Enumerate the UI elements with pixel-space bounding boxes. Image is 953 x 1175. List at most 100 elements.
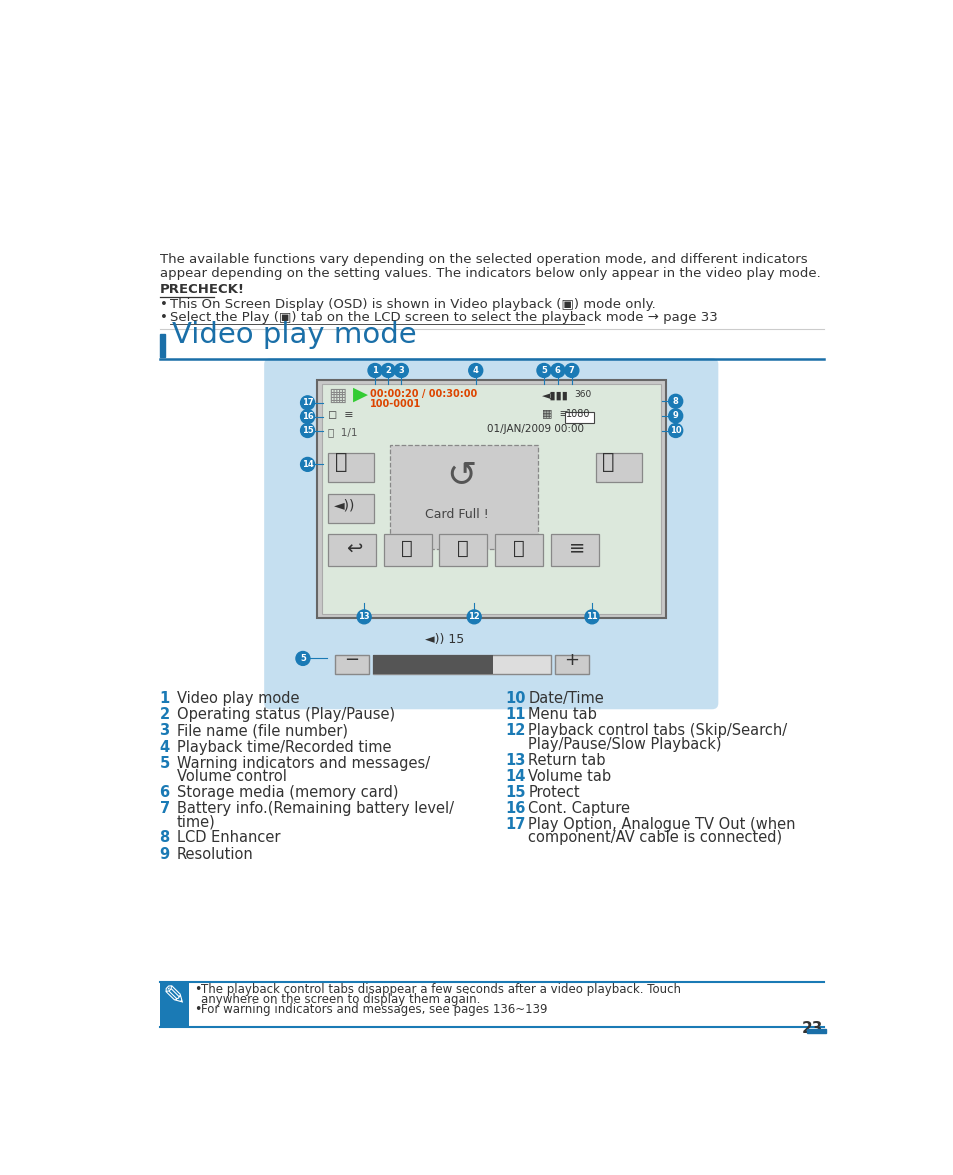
Text: 10: 10: [669, 427, 680, 435]
Text: 1080: 1080: [566, 409, 590, 419]
Text: ≡: ≡: [568, 538, 584, 558]
Text: ◄)): ◄)): [334, 498, 355, 512]
Circle shape: [668, 409, 682, 423]
Text: Protect: Protect: [528, 785, 579, 800]
Text: 16: 16: [505, 801, 525, 817]
Text: Playback time/Recorded time: Playback time/Recorded time: [176, 739, 391, 754]
Text: 5: 5: [299, 654, 306, 663]
Text: Video play mode: Video play mode: [172, 321, 416, 349]
Circle shape: [668, 424, 682, 437]
Text: ⏮: ⏮: [335, 452, 348, 472]
Text: 11: 11: [585, 612, 598, 622]
Text: 6: 6: [159, 785, 170, 800]
Bar: [328, 533, 375, 566]
Bar: [335, 656, 369, 673]
FancyBboxPatch shape: [264, 358, 718, 710]
Circle shape: [468, 363, 482, 377]
Text: ✎: ✎: [162, 983, 186, 1010]
Text: 2: 2: [385, 365, 391, 375]
Text: 13: 13: [505, 753, 525, 767]
Text: Playback control tabs (Skip/Search/: Playback control tabs (Skip/Search/: [528, 724, 787, 738]
Text: Menu tab: Menu tab: [528, 707, 597, 723]
Circle shape: [537, 363, 550, 377]
Text: 5: 5: [159, 756, 170, 771]
Text: ↩: ↩: [345, 538, 361, 558]
Text: •: •: [193, 982, 201, 995]
Text: 14: 14: [301, 459, 314, 469]
Text: Play/Pause/Slow Playback): Play/Pause/Slow Playback): [528, 737, 721, 752]
Text: time): time): [176, 814, 215, 830]
Text: 13: 13: [358, 612, 370, 622]
Text: Storage media (memory card): Storage media (memory card): [176, 785, 397, 800]
Circle shape: [295, 651, 310, 665]
Text: 17: 17: [505, 818, 525, 832]
Text: Resolution: Resolution: [176, 847, 253, 861]
Text: 00:00:20 / 00:30:00: 00:00:20 / 00:30:00: [369, 389, 476, 400]
Bar: [806, 1029, 825, 1033]
Text: 3: 3: [159, 724, 170, 738]
Text: 12: 12: [468, 612, 479, 622]
Text: 7: 7: [568, 365, 574, 375]
Circle shape: [467, 610, 480, 624]
Text: 360: 360: [574, 390, 591, 400]
Text: 5: 5: [540, 365, 546, 375]
Text: ▦: ▦: [328, 387, 346, 405]
Text: Play Option, Analogue TV Out (when: Play Option, Analogue TV Out (when: [528, 818, 795, 832]
Text: anywhere on the screen to display them again.: anywhere on the screen to display them a…: [201, 993, 480, 1006]
Text: ⏩: ⏩: [513, 538, 524, 558]
Bar: [495, 533, 542, 566]
Text: LCD Enhancer: LCD Enhancer: [176, 831, 280, 846]
Text: −: −: [344, 651, 359, 669]
Text: 8: 8: [672, 397, 678, 405]
Text: Battery info.(Remaining battery level/: Battery info.(Remaining battery level/: [176, 801, 453, 817]
Circle shape: [300, 396, 314, 410]
Text: Video play mode: Video play mode: [176, 691, 299, 706]
Text: component/AV cable is connected): component/AV cable is connected): [528, 831, 781, 846]
Text: Card Full !: Card Full !: [425, 509, 489, 522]
Text: Date/Time: Date/Time: [528, 691, 603, 706]
Text: •: •: [159, 298, 167, 311]
Text: ⏭: ⏭: [601, 452, 614, 472]
Text: File name (file number): File name (file number): [176, 724, 347, 738]
Text: appear depending on the setting values. The indicators below only appear in the : appear depending on the setting values. …: [159, 267, 820, 280]
Text: 01/JAN/2009 00:00: 01/JAN/2009 00:00: [487, 424, 584, 434]
Circle shape: [300, 424, 314, 437]
Text: ◄)) 15: ◄)) 15: [425, 633, 464, 646]
Text: 11: 11: [505, 707, 525, 723]
Text: 23: 23: [801, 1021, 822, 1035]
Text: 14: 14: [505, 768, 525, 784]
Circle shape: [584, 610, 598, 624]
Text: Volume tab: Volume tab: [528, 768, 611, 784]
Text: +: +: [564, 651, 578, 669]
Bar: [383, 533, 431, 566]
Bar: [555, 656, 588, 673]
Text: 17: 17: [301, 398, 313, 408]
Bar: [328, 494, 374, 523]
Text: 9: 9: [159, 847, 170, 861]
Text: Cont. Capture: Cont. Capture: [528, 801, 630, 817]
Text: Volume control: Volume control: [176, 768, 286, 784]
Text: •: •: [193, 1002, 201, 1015]
Text: 9: 9: [672, 411, 678, 421]
Text: PRECHECK!: PRECHECK!: [159, 283, 244, 296]
Circle shape: [356, 610, 371, 624]
Text: ▶: ▶: [353, 384, 367, 404]
Circle shape: [564, 363, 578, 377]
Bar: [316, 380, 665, 618]
Bar: [439, 533, 487, 566]
Bar: [550, 533, 598, 566]
Text: 15: 15: [301, 427, 314, 435]
Bar: [159, 334, 165, 356]
Text: ◄▮▮▮: ◄▮▮▮: [541, 390, 568, 401]
Circle shape: [300, 410, 314, 424]
Text: Return tab: Return tab: [528, 753, 605, 767]
Text: 12: 12: [505, 724, 525, 738]
Text: 10: 10: [505, 691, 525, 706]
Text: •: •: [159, 311, 167, 324]
Bar: [390, 445, 537, 549]
Bar: [321, 384, 660, 613]
Text: 15: 15: [505, 785, 525, 800]
Text: 8: 8: [159, 831, 170, 846]
Bar: [328, 452, 374, 482]
Bar: [159, 982, 189, 1027]
